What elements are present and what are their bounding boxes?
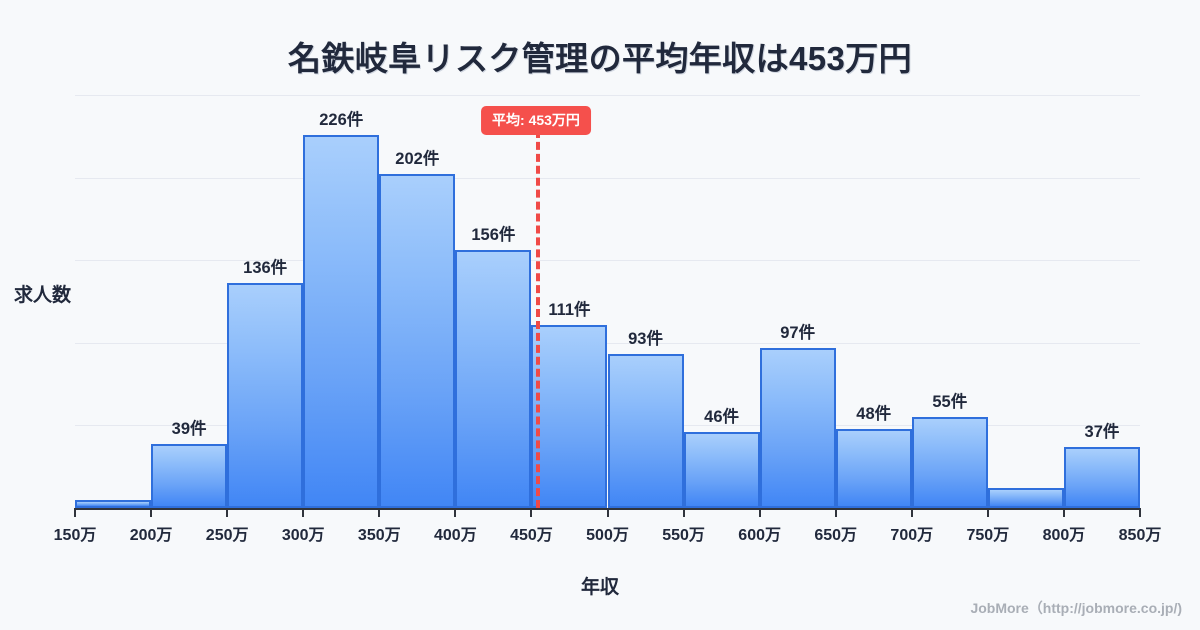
bar[interactable] <box>75 499 152 508</box>
bar-value-label: 37件 <box>1084 422 1120 441</box>
chart-title: 名鉄岐阜リスク管理の平均年収は453万円 <box>287 40 913 77</box>
bar[interactable] <box>531 324 608 508</box>
x-tick <box>454 508 457 517</box>
footer-credit: JobMore（http://jobmore.co.jp/) <box>970 600 1182 616</box>
bar[interactable] <box>379 174 456 508</box>
bar-value-label: 156件 <box>471 226 516 245</box>
bar[interactable] <box>607 354 684 508</box>
x-tick-label: 350万 <box>357 527 401 544</box>
x-tick <box>986 508 989 517</box>
bar-slot: 111件 <box>531 95 608 508</box>
bar-slot: 39件 <box>151 95 228 508</box>
bar-slot <box>987 95 1064 508</box>
x-tick <box>758 508 761 517</box>
x-tick-label: 650万 <box>814 527 858 544</box>
bar-value-label: 39件 <box>171 419 207 438</box>
x-tick <box>530 508 533 517</box>
bar-series: 39件 136件 226件 202件 156件 111件 93件 46件 97件 48件 55件 37… <box>75 95 1140 508</box>
y-axis-title: 求人数 <box>14 285 72 306</box>
bar-slot: 93件 <box>607 95 684 508</box>
x-tick <box>910 508 913 517</box>
x-tick-label: 850万 <box>1118 527 1162 544</box>
average-line <box>535 130 540 508</box>
bar-value-label: 136件 <box>243 259 288 278</box>
x-axis-title: 年収 <box>580 577 619 598</box>
x-tick <box>606 508 609 517</box>
gridline-100 <box>75 342 1140 344</box>
bar-slot: 55件 <box>911 95 988 508</box>
x-tick-label: 550万 <box>662 527 705 544</box>
bar-slot: 46件 <box>683 95 760 508</box>
bar[interactable] <box>759 347 836 508</box>
bar[interactable] <box>303 134 380 508</box>
x-tick-label: 500万 <box>586 527 629 544</box>
x-tick-label: 450万 <box>510 527 553 544</box>
x-tick-label: 750万 <box>966 527 1010 544</box>
bar-value-label: 55件 <box>932 393 968 412</box>
bar-slot: 226件 <box>303 95 380 508</box>
x-tick <box>74 508 76 517</box>
bar[interactable] <box>911 417 988 508</box>
gridline-250 <box>75 95 1140 96</box>
bar-value-label: 202件 <box>395 150 440 169</box>
gridline-200 <box>75 177 1140 179</box>
x-tick-label: 600万 <box>738 527 781 544</box>
bar[interactable] <box>835 428 912 508</box>
x-tick-label: 800万 <box>1042 527 1086 544</box>
x-tick-label: 400万 <box>433 527 477 544</box>
x-tick-label: 300万 <box>281 527 325 544</box>
bar-value-label: 97件 <box>780 323 816 342</box>
x-tick <box>302 508 305 517</box>
x-tick-label: 150万 <box>53 527 97 544</box>
bar-value-label: 93件 <box>628 330 663 349</box>
bar-value-label: 111件 <box>548 300 591 319</box>
bar-slot: 37件 <box>1063 95 1140 508</box>
x-tick <box>226 508 229 517</box>
bar[interactable] <box>151 443 228 508</box>
x-tick <box>150 508 153 517</box>
bar[interactable] <box>987 488 1064 508</box>
bar-slot <box>75 95 152 508</box>
x-tick <box>682 508 685 517</box>
bar[interactable] <box>683 432 760 508</box>
x-tick-label: 200万 <box>129 527 173 544</box>
plot-area: 39件 136件 226件 202件 156件 111件 93件 46件 97件 48件 55件 37… <box>75 95 1140 508</box>
bar-value-label: 46件 <box>704 408 740 427</box>
x-tick-label: 250万 <box>205 527 249 544</box>
bar-slot: 97件 <box>759 95 836 508</box>
bar[interactable] <box>455 250 532 508</box>
bar[interactable] <box>227 283 304 508</box>
x-tick <box>834 508 837 517</box>
x-tick-label: 700万 <box>890 527 934 544</box>
x-tick <box>1062 508 1065 517</box>
bar-slot: 202件 <box>379 95 456 508</box>
x-tick <box>1139 508 1141 517</box>
bar-slot: 48件 <box>835 95 912 508</box>
bar-slot: 156件 <box>455 95 532 508</box>
bar-value-label: 48件 <box>856 404 892 423</box>
bar[interactable] <box>1063 446 1140 508</box>
bar-slot: 136件 <box>227 95 304 508</box>
bar-value-label: 226件 <box>319 110 364 129</box>
average-badge: 平均: 453万円 <box>481 106 591 135</box>
gridline-150 <box>75 260 1140 262</box>
x-tick <box>378 508 381 517</box>
